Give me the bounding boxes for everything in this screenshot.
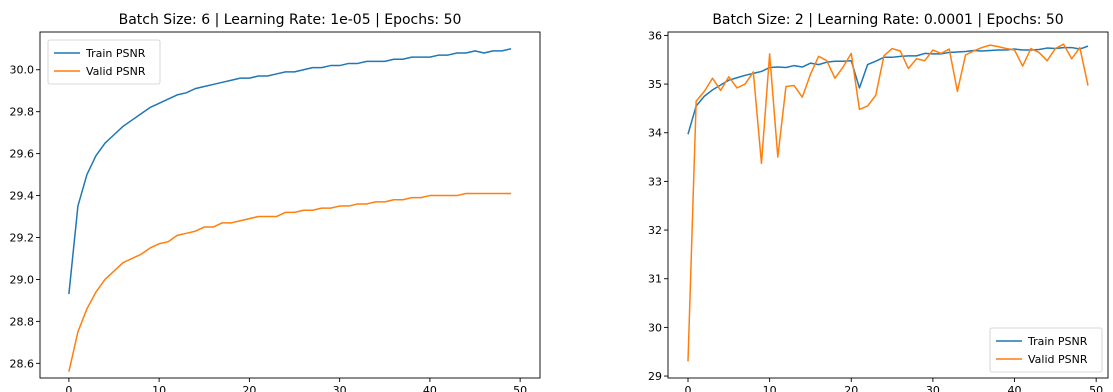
x-tick-label: 40	[423, 384, 437, 392]
legend-label: Valid PSNR	[86, 65, 146, 78]
x-tick-label: 50	[1089, 384, 1103, 392]
y-tick-label: 31	[648, 273, 662, 286]
y-tick-label: 30.0	[10, 64, 35, 77]
y-tick-label: 29	[648, 370, 662, 383]
legend: Train PSNR Valid PSNR	[47, 39, 161, 85]
chart-title: Batch Size: 6 | Learning Rate: 1e-05 | E…	[119, 12, 462, 28]
axes-frame	[667, 31, 1109, 379]
series-line-train-psnr	[687, 45, 1089, 135]
x-tick-label: 0	[65, 384, 72, 392]
y-tick-label: 29.2	[10, 232, 35, 245]
x-tick-label: 10	[152, 384, 166, 392]
chart-batch6: Batch Size: 6 | Learning Rate: 1e-05 | E…	[10, 12, 541, 392]
y-tick-label: 35	[648, 78, 662, 91]
legend-label: Train PSNR	[1027, 335, 1088, 348]
x-tick-label: 20	[242, 384, 256, 392]
legend-label: Train PSNR	[85, 47, 146, 60]
series-line-valid-psnr	[68, 192, 512, 372]
y-tick-label: 36	[648, 29, 662, 42]
y-tick-label: 34	[648, 127, 662, 140]
y-tick-label: 29.0	[10, 273, 35, 286]
y-tick-label: 28.6	[10, 357, 35, 370]
x-tick-label: 30	[333, 384, 347, 392]
chart-batch2: Batch Size: 2 | Learning Rate: 0.0001 | …	[648, 12, 1109, 392]
y-tick-label: 29.6	[10, 148, 35, 161]
x-tick-label: 30	[926, 384, 940, 392]
y-tick-label: 30	[648, 321, 662, 334]
x-tick-label: 40	[1008, 384, 1022, 392]
legend-box	[47, 39, 161, 85]
x-tick-label: 10	[763, 384, 777, 392]
x-tick-label: 20	[844, 384, 858, 392]
y-tick-label: 32	[648, 224, 662, 237]
y-tick-label: 33	[648, 175, 662, 188]
legend-label: Valid PSNR	[1028, 353, 1088, 366]
x-tick-label: 50	[513, 384, 527, 392]
x-tick-label: 0	[685, 384, 692, 392]
legend: Train PSNR Valid PSNR	[989, 327, 1103, 373]
axes-frame	[39, 31, 541, 379]
y-tick-label: 29.4	[10, 190, 35, 203]
series-line-train-psnr	[68, 48, 512, 295]
series-line-valid-psnr	[687, 43, 1089, 362]
y-tick-label: 29.8	[10, 106, 35, 119]
legend-box	[989, 327, 1103, 373]
y-tick-label: 28.8	[10, 315, 35, 328]
chart-title: Batch Size: 2 | Learning Rate: 0.0001 | …	[712, 12, 1063, 28]
